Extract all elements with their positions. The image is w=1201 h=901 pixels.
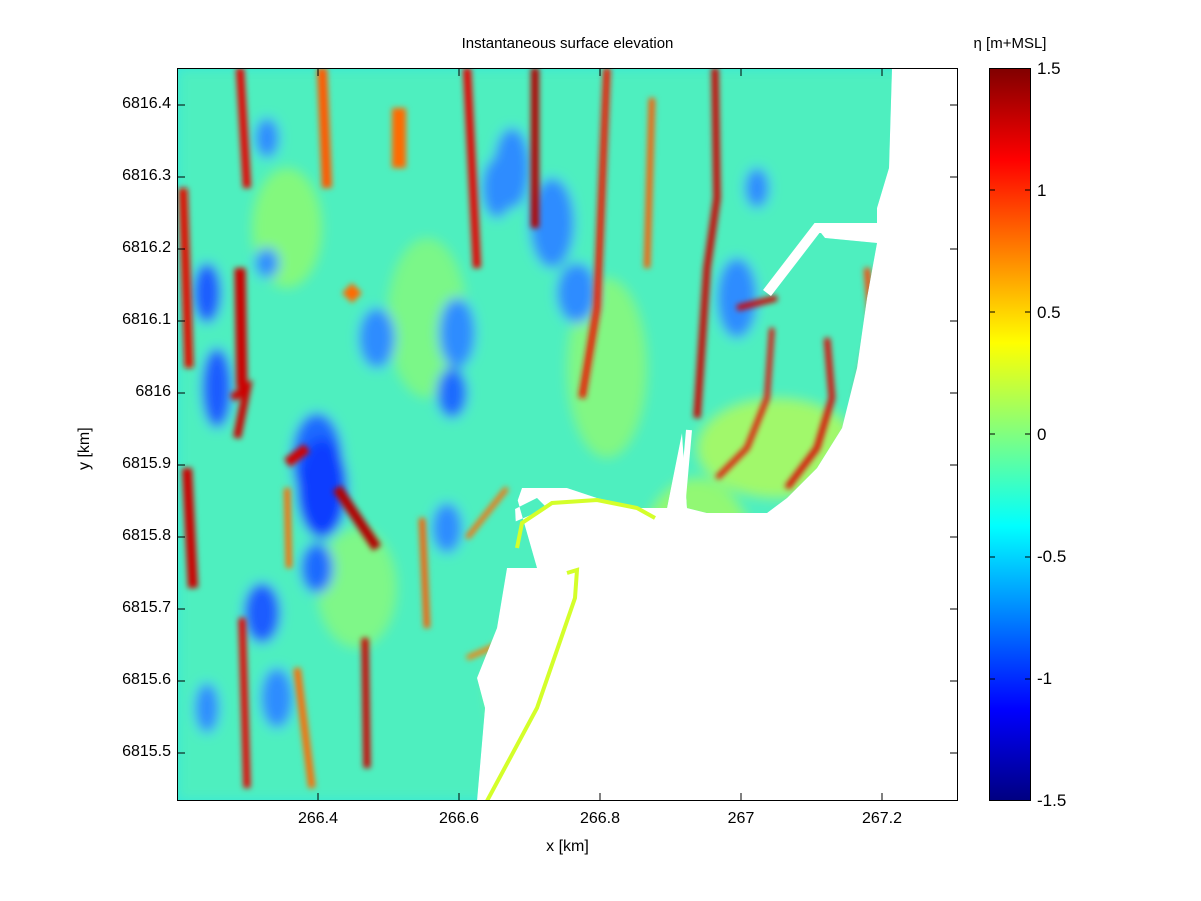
colorbar-tick-label: 1.5: [1037, 59, 1061, 78]
x-tick-label: 266.4: [297, 810, 339, 827]
y-tick-label: 6816.1: [122, 311, 171, 328]
heatmap-plot: [177, 68, 958, 801]
colorbar-tick-label: 1: [1037, 181, 1047, 200]
y-tick-label: 6816: [135, 383, 171, 400]
colorbar-tick-label: 0.5: [1037, 303, 1061, 322]
colorbar: [989, 68, 1031, 801]
y-axis-label: y [km]: [76, 427, 93, 470]
colorbar-tick-label: -0.5: [1037, 547, 1067, 566]
colorbar-tick-label: 0: [1037, 425, 1047, 444]
y-tick-label: 6815.5: [122, 743, 171, 760]
x-tick-label: 266.6: [438, 810, 480, 827]
colorbar-tick-label: -1.5: [1037, 791, 1067, 810]
x-tick-label: 267: [727, 810, 755, 827]
y-tick-label: 6815.6: [122, 671, 171, 688]
colorbar-title: η [m+MSL]: [973, 35, 1047, 52]
colorbar-tick-label: -1: [1037, 669, 1053, 688]
y-tick-label: 6815.8: [122, 527, 171, 544]
y-tick-label: 6815.9: [122, 455, 171, 472]
x-tick-label: 267.2: [861, 810, 903, 827]
chart-title: Instantaneous surface elevation: [461, 35, 674, 52]
y-tick-label: 6815.7: [122, 599, 171, 616]
x-tick-label: 266.8: [579, 810, 621, 827]
x-axis-label: x [km]: [546, 838, 589, 855]
y-tick-label: 6816.3: [122, 167, 171, 184]
y-tick-label: 6816.4: [122, 95, 171, 112]
y-tick-label: 6816.2: [122, 239, 171, 256]
